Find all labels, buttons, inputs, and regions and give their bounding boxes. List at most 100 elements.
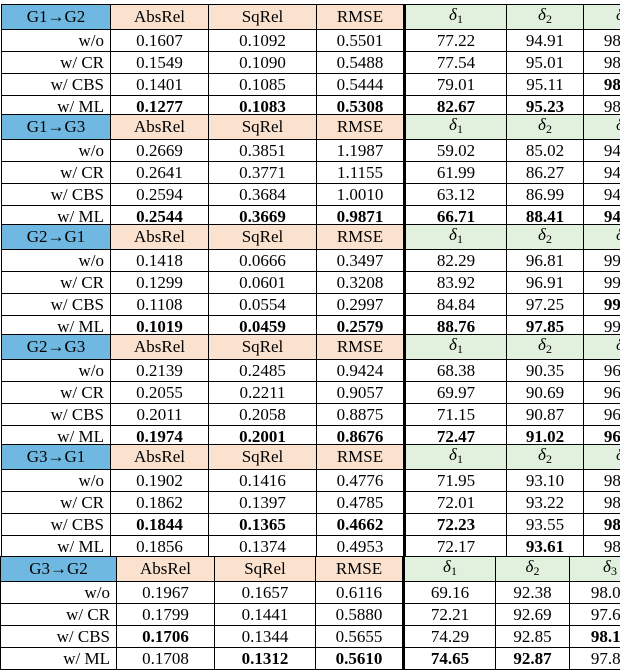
- cell-delta-3: 98.04: [569, 581, 620, 604]
- cell-absrel: 0.2669: [110, 139, 209, 162]
- header-delta-1: δ1: [402, 556, 496, 582]
- header-sqrel: SqRel: [208, 114, 317, 140]
- method-label: w/ CR: [0, 603, 117, 626]
- cell-delta-1: 82.29: [403, 249, 507, 272]
- cell-sqrel: 0.1312: [214, 647, 316, 670]
- cell-rmse: 0.5488: [316, 51, 405, 74]
- cell-absrel: 0.2011: [110, 403, 209, 426]
- cell-delta-2: 96.81: [506, 249, 584, 272]
- cell-rmse: 0.5880: [315, 603, 404, 626]
- delta-symbol: δ: [603, 557, 611, 577]
- delta-symbol: δ: [538, 225, 546, 245]
- cell-delta-1: 82.67: [403, 95, 507, 118]
- cell-delta-3: 98.18: [583, 491, 620, 514]
- cell-delta-2: 93.22: [506, 491, 584, 514]
- cell-delta-2: 95.11: [506, 73, 584, 96]
- cell-delta-3: 94.31: [583, 161, 620, 184]
- cell-delta-3: 98.82: [583, 51, 620, 74]
- cell-delta-1: 63.12: [403, 183, 507, 206]
- cell-absrel: 0.1706: [116, 625, 215, 648]
- cell-absrel: 0.1549: [110, 51, 209, 74]
- method-label: w/o: [1, 469, 111, 492]
- method-label: w/ CBS: [1, 403, 111, 426]
- split-label: G3→G1: [1, 444, 111, 470]
- cell-delta-2: 92.38: [495, 581, 570, 604]
- cell-delta-1: 59.02: [403, 139, 507, 162]
- cell-sqrel: 0.0666: [208, 249, 317, 272]
- header-absrel: AbsRel: [110, 114, 209, 140]
- delta-symbol: δ: [443, 557, 451, 577]
- cell-sqrel: 0.0601: [208, 271, 317, 294]
- cell-sqrel: 0.1397: [208, 491, 317, 514]
- header-row: G1→G3AbsRelSqRelRMSEδ1δ2δ3: [1, 114, 620, 140]
- method-label: w/ CBS: [1, 183, 111, 206]
- header-delta-2: δ2: [506, 444, 584, 470]
- cell-delta-3: 98.88: [583, 95, 620, 118]
- cell-delta-1: 66.71: [403, 205, 507, 228]
- delta-symbol: δ: [449, 225, 457, 245]
- cell-absrel: 0.1974: [110, 425, 209, 448]
- header-delta-3: δ3: [583, 4, 620, 30]
- cell-delta-2: 92.69: [495, 603, 570, 626]
- delta-symbol: δ: [616, 116, 620, 135]
- cell-rmse: 1.0010: [316, 183, 405, 206]
- cell-rmse: 0.4662: [316, 513, 405, 536]
- delta-symbol: δ: [449, 445, 457, 465]
- cell-sqrel: 0.1092: [208, 29, 317, 52]
- cell-delta-3: 99.53: [583, 315, 620, 338]
- cell-delta-1: 84.84: [403, 293, 507, 316]
- cell-delta-2: 93.55: [506, 513, 584, 536]
- cell-absrel: 0.1844: [110, 513, 209, 536]
- cell-delta-2: 90.35: [506, 359, 584, 382]
- delta-subscript: 1: [456, 12, 463, 26]
- method-label: w/o: [0, 581, 117, 604]
- cell-rmse: 0.6116: [315, 581, 404, 604]
- header-delta-3: δ3: [583, 114, 620, 140]
- cell-delta-2: 88.41: [506, 205, 584, 228]
- header-row: G2→G3AbsRelSqRelRMSEδ1δ2δ3: [1, 334, 620, 360]
- delta-symbol: δ: [616, 6, 620, 25]
- cell-absrel: 0.1418: [110, 249, 209, 272]
- delta-subscript: 1: [456, 342, 463, 356]
- method-label: w/ CR: [1, 271, 111, 294]
- cell-sqrel: 0.1365: [208, 513, 317, 536]
- header-rmse: RMSE: [316, 4, 405, 30]
- header-delta-3: δ3: [583, 334, 620, 360]
- method-label: w/ CR: [1, 161, 111, 184]
- header-sqrel: SqRel: [208, 4, 317, 30]
- cell-sqrel: 0.3851: [208, 139, 317, 162]
- method-label: w/o: [1, 249, 111, 272]
- cell-delta-2: 90.87: [506, 403, 584, 426]
- header-rmse: RMSE: [316, 444, 405, 470]
- header-delta-2: δ2: [506, 114, 584, 140]
- delta-subscript: 2: [545, 12, 552, 26]
- method-label: w/ ML: [1, 535, 111, 558]
- cell-rmse: 0.5610: [315, 647, 404, 670]
- header-delta-1: δ1: [403, 224, 507, 250]
- cell-sqrel: 0.3771: [208, 161, 317, 184]
- cell-delta-1: 69.97: [403, 381, 507, 404]
- cell-delta-2: 93.10: [506, 469, 584, 492]
- cell-absrel: 0.1108: [110, 293, 209, 316]
- cell-delta-2: 90.69: [506, 381, 584, 404]
- cell-absrel: 0.1708: [116, 647, 215, 670]
- cell-sqrel: 0.2485: [208, 359, 317, 382]
- cell-rmse: 1.1155: [316, 161, 405, 184]
- method-label: w/ CBS: [1, 73, 111, 96]
- delta-subscript: 1: [450, 564, 457, 578]
- cell-absrel: 0.2139: [110, 359, 209, 382]
- header-delta-1: δ1: [403, 4, 507, 30]
- header-delta-3: δ3: [583, 224, 620, 250]
- cell-delta-3: 99.39: [583, 249, 620, 272]
- header-rmse: RMSE: [316, 224, 405, 250]
